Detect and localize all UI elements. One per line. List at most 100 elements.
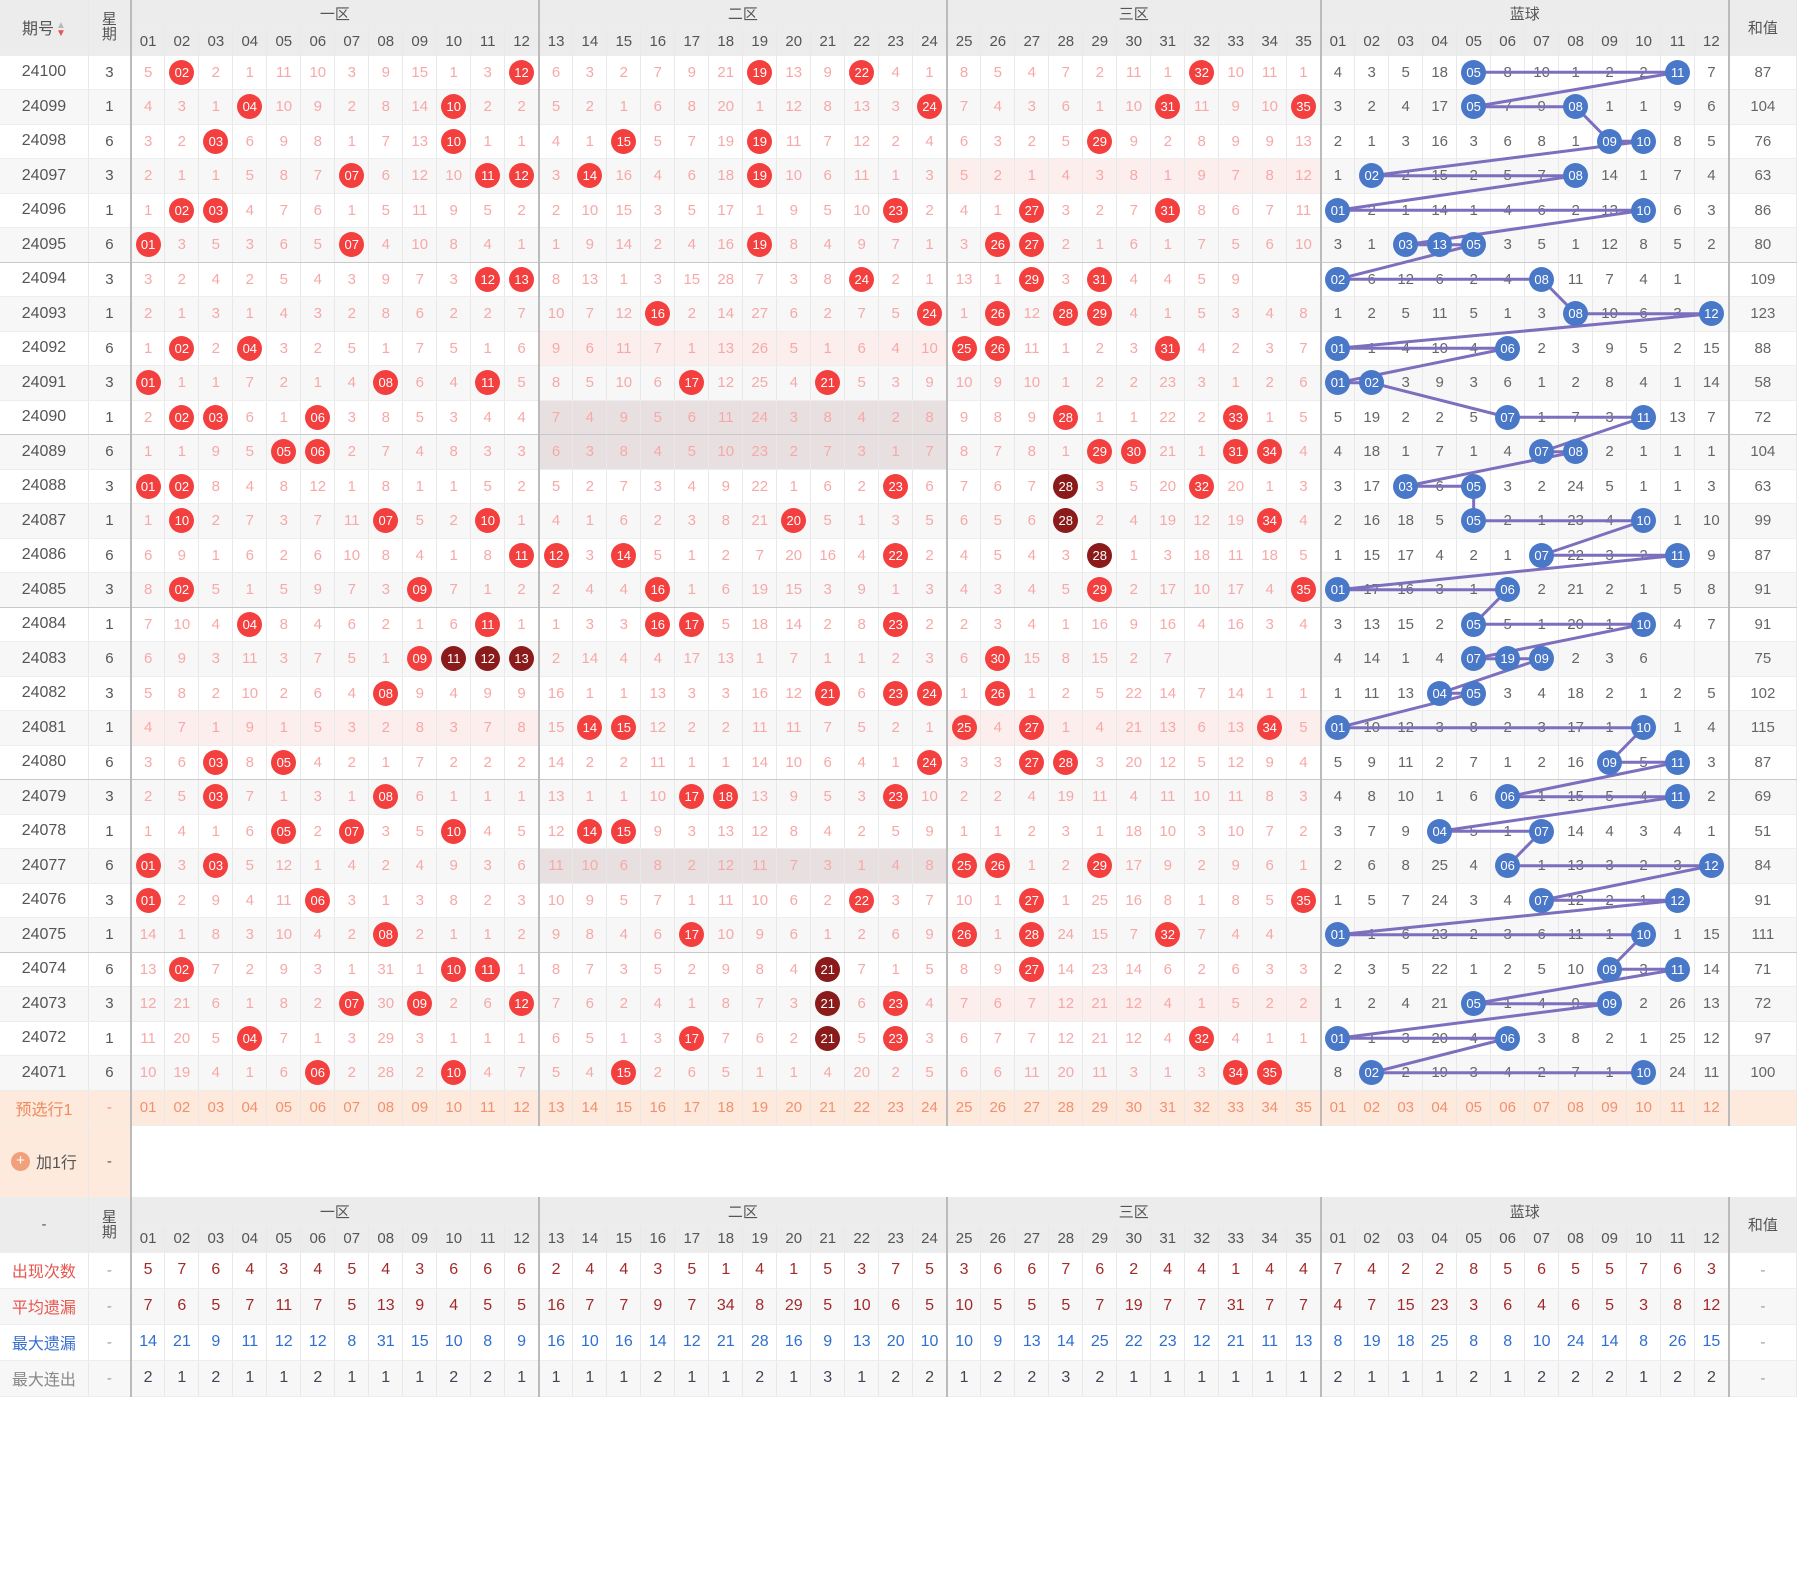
preselect-number-03[interactable]: 03 xyxy=(198,1090,234,1126)
blue-ball-cell[interactable]: 07 xyxy=(1490,400,1526,435)
issue-number[interactable]: 24074 xyxy=(0,952,89,987)
red-ball-cell[interactable]: 05 xyxy=(266,434,302,470)
col-header-30[interactable]: 30 xyxy=(1116,28,1152,56)
blue-ball-cell[interactable]: 09 xyxy=(1592,952,1628,987)
preselect-number-12[interactable]: 12 xyxy=(504,1090,540,1126)
red-ball-cell[interactable]: 10 xyxy=(436,814,472,849)
col-header-31[interactable]: 31 xyxy=(1150,28,1186,56)
red-ball-cell[interactable]: 31 xyxy=(1150,331,1186,366)
preselect-number-21[interactable]: 21 xyxy=(810,1090,846,1126)
footer-col-header-31[interactable]: 31 xyxy=(1150,1225,1186,1253)
col-header-14[interactable]: 14 xyxy=(572,28,608,56)
blue-ball-cell[interactable]: 11 xyxy=(1660,55,1696,90)
footer-col-header-blue-08[interactable]: 08 xyxy=(1558,1225,1594,1253)
red-ball-cell[interactable]: 05 xyxy=(266,814,302,849)
red-ball-cell[interactable]: 26 xyxy=(980,296,1016,332)
table-row[interactable]: 24077 6 01 3 03 5 12 1 4 2 4 9 3 6 11 10 6 8 2 12 11 7 3 1 4 8 25 2… xyxy=(0,848,1797,884)
col-header-blue-09[interactable]: 09 xyxy=(1592,28,1628,56)
red-ball-cell[interactable]: 32 xyxy=(1150,917,1186,953)
footer-col-header-blue-01[interactable]: 01 xyxy=(1319,1225,1356,1253)
table-row[interactable]: 24073 3 12 21 6 1 8 2 07 30 09 2 6 12 7 6 2 4 1 8 7 3 21 6 23 4 7 6… xyxy=(0,986,1797,1022)
col-header-blue-08[interactable]: 08 xyxy=(1558,28,1594,56)
blue-ball-cell[interactable]: 02 xyxy=(1354,158,1390,194)
issue-number[interactable]: 24099 xyxy=(0,89,89,125)
issue-number[interactable]: 24078 xyxy=(0,814,89,849)
red-ball-cell[interactable]: 15 xyxy=(606,710,642,746)
red-ball-cell[interactable]: 01 xyxy=(129,365,166,401)
col-header-23[interactable]: 23 xyxy=(878,28,914,56)
red-ball-cell[interactable]: 07 xyxy=(334,814,370,849)
preselect-blue-04[interactable]: 04 xyxy=(1422,1090,1458,1126)
issue-number[interactable]: 24086 xyxy=(0,538,89,573)
table-row[interactable]: 24099 1 4 3 1 04 10 9 2 8 14 10 2 2 5 2 1 6 8 20 1 12 8 13 3 24 7 4… xyxy=(0,89,1797,125)
blue-ball-cell[interactable]: 06 xyxy=(1490,848,1526,884)
blue-ball-cell[interactable]: 09 xyxy=(1592,986,1628,1022)
preselect-number-28[interactable]: 28 xyxy=(1048,1090,1084,1126)
preselect-blue-08[interactable]: 08 xyxy=(1558,1090,1594,1126)
footer-col-header-13[interactable]: 13 xyxy=(537,1225,574,1253)
issue-number[interactable]: 24072 xyxy=(0,1021,89,1056)
preselect-number-20[interactable]: 20 xyxy=(776,1090,812,1126)
table-row[interactable]: 24097 3 2 1 1 5 8 7 07 6 12 10 11 12 3 14 16 4 6 18 19 10 6 11 1… xyxy=(0,158,1797,194)
table-row[interactable]: 24094 3 3 2 4 2 5 4 3 9 7 3 12 13 8 13 1 3 15 28 7 3 8 24 2 1 13 1 2… xyxy=(0,262,1797,297)
red-ball-cell[interactable]: 27 xyxy=(1014,883,1050,918)
footer-col-header-blue-05[interactable]: 05 xyxy=(1456,1225,1492,1253)
blue-ball-cell[interactable]: 11 xyxy=(1626,400,1662,435)
preselect-blue-09[interactable]: 09 xyxy=(1592,1090,1628,1126)
red-ball-cell[interactable]: 15 xyxy=(606,814,642,849)
col-header-04[interactable]: 04 xyxy=(232,28,268,56)
red-ball-cell[interactable]: 10 xyxy=(470,503,506,539)
red-ball-cell[interactable]: 11 xyxy=(470,952,506,987)
red-ball-cell[interactable]: 35 xyxy=(1252,1055,1288,1091)
red-ball-cell[interactable]: 07 xyxy=(334,986,370,1022)
preselect-number-15[interactable]: 15 xyxy=(606,1090,642,1126)
red-ball-cell[interactable]: 04 xyxy=(232,1021,268,1056)
preselect-number-08[interactable]: 08 xyxy=(368,1090,404,1126)
red-ball-cell[interactable]: 03 xyxy=(198,400,234,435)
blue-ball-cell[interactable]: 08 xyxy=(1558,434,1594,470)
table-row[interactable]: 24080 6 3 6 03 8 05 4 2 1 7 2 2 2 14 2 2 11 1 1 14 10 6 4 1 24 3 3 2… xyxy=(0,745,1797,780)
col-header-03[interactable]: 03 xyxy=(198,28,234,56)
red-ball-cell[interactable]: 29 xyxy=(1082,296,1118,332)
issue-number[interactable]: 24098 xyxy=(0,124,89,159)
col-header-06[interactable]: 06 xyxy=(300,28,336,56)
col-header-02[interactable]: 02 xyxy=(164,28,200,56)
red-ball-cell[interactable]: 16 xyxy=(640,296,676,332)
col-header-20[interactable]: 20 xyxy=(776,28,812,56)
blue-ball-cell[interactable]: 05 xyxy=(1456,89,1492,125)
red-ball-cell[interactable]: 25 xyxy=(945,331,982,366)
issue-number[interactable]: 24081 xyxy=(0,710,89,746)
table-row[interactable]: 24083 6 6 9 3 11 3 7 5 1 09 11 12 13 2 14 4 4 17 13 1 7 1 1 2 3 6 3… xyxy=(0,641,1797,677)
red-ball-cell[interactable]: 27 xyxy=(1014,710,1050,746)
preselect-number-18[interactable]: 18 xyxy=(708,1090,744,1126)
footer-col-header-blue-07[interactable]: 07 xyxy=(1524,1225,1560,1253)
red-ball-cell[interactable]: 28 xyxy=(1014,917,1050,953)
red-ball-cell[interactable]: 30 xyxy=(1116,434,1152,470)
red-ball-cell[interactable]: 01 xyxy=(129,227,166,263)
issue-number[interactable]: 24096 xyxy=(0,193,89,228)
table-row[interactable]: 24072 1 11 20 5 04 7 1 3 29 3 1 1 1 6 5 1 3 17 7 6 2 21 5 23 3 6 7 7… xyxy=(0,1021,1797,1056)
footer-col-header-21[interactable]: 21 xyxy=(810,1225,846,1253)
blue-ball-cell[interactable]: 05 xyxy=(1456,503,1492,539)
red-ball-cell[interactable]: 29 xyxy=(1082,572,1118,608)
col-header-25[interactable]: 25 xyxy=(945,28,982,56)
footer-col-header-blue-04[interactable]: 04 xyxy=(1422,1225,1458,1253)
col-header-01[interactable]: 01 xyxy=(129,28,166,56)
table-row[interactable]: 24088 3 01 02 8 4 8 12 1 8 1 1 5 2 5 2 7 3 4 9 22 1 6 2 23 6 7 6 7 28… xyxy=(0,469,1797,504)
issue-number[interactable]: 24100 xyxy=(0,55,89,90)
footer-col-header-19[interactable]: 19 xyxy=(742,1225,778,1253)
blue-ball-cell[interactable]: 01 xyxy=(1319,331,1356,366)
blue-ball-cell[interactable]: 01 xyxy=(1319,365,1356,401)
footer-col-header-blue-12[interactable]: 12 xyxy=(1694,1225,1730,1253)
footer-col-header-05[interactable]: 05 xyxy=(266,1225,302,1253)
blue-ball-cell[interactable]: 13 xyxy=(1422,227,1458,263)
preselect-number-27[interactable]: 27 xyxy=(1014,1090,1050,1126)
issue-number[interactable]: 24090 xyxy=(0,400,89,435)
footer-col-header-24[interactable]: 24 xyxy=(912,1225,948,1253)
red-ball-cell[interactable]: 10 xyxy=(436,89,472,125)
col-header-17[interactable]: 17 xyxy=(674,28,710,56)
red-ball-cell[interactable]: 21 xyxy=(810,986,846,1022)
red-ball-cell[interactable]: 23 xyxy=(878,193,914,228)
red-ball-cell[interactable]: 15 xyxy=(606,124,642,159)
footer-col-header-12[interactable]: 12 xyxy=(504,1225,540,1253)
